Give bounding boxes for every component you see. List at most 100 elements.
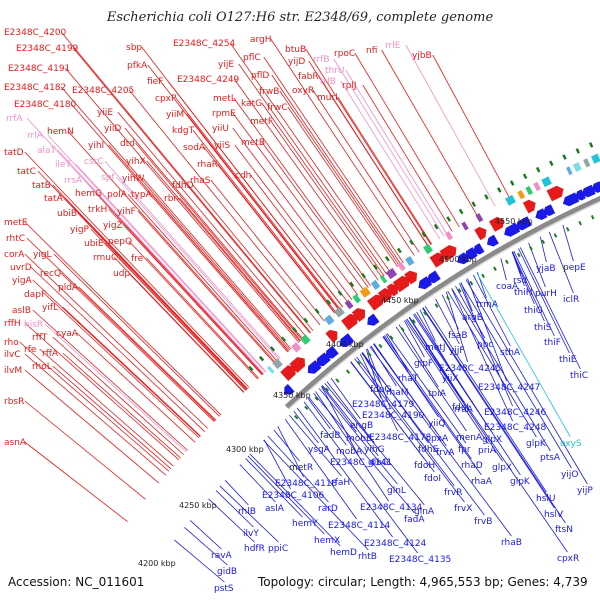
category-block: [572, 162, 582, 173]
gene-label: fpr: [458, 445, 471, 455]
inner-gc-tick: [553, 233, 558, 238]
gene-label: E2348C_4245: [439, 364, 501, 374]
leader-line: [366, 348, 391, 410]
leader-line: [208, 498, 255, 543]
gene-label: rfaH: [331, 478, 350, 488]
leader-line: [84, 179, 264, 375]
gene-label: yjjF: [449, 346, 465, 356]
kbp-tick-label: 4400 kbp: [326, 340, 364, 349]
forward-gene-arrow: [386, 283, 399, 297]
gene-label: E2348C_4179: [352, 400, 415, 410]
leader-line: [24, 369, 160, 484]
summary-text: Topology: circular; Length: 4,965,553 bp…: [258, 575, 588, 589]
leader-line: [270, 38, 415, 256]
gene-label: ppc: [477, 340, 493, 350]
leader-line: [147, 64, 340, 311]
gene-label: thiH: [514, 288, 533, 298]
gc-tick: [575, 148, 580, 154]
leader-line: [70, 103, 289, 353]
gene-label: uvrD: [10, 263, 32, 273]
leader-line: [322, 385, 379, 457]
leader-line: [279, 90, 400, 266]
gene-label: cdh: [235, 171, 251, 181]
gene-label: pflC: [243, 53, 261, 63]
leader-line: [313, 392, 415, 514]
gene-label: hemD: [330, 548, 357, 558]
gene-label: priA: [478, 446, 497, 456]
gene-label: argH: [250, 35, 272, 45]
gene-label: yigZ: [103, 221, 123, 231]
leader-line: [215, 490, 254, 528]
leader-line: [137, 210, 276, 364]
inner-gc-tick: [457, 288, 462, 293]
leader-line: [293, 410, 319, 444]
leader-line: [354, 52, 460, 228]
gene-label: fabR: [298, 72, 319, 82]
leader-line: [263, 439, 291, 490]
category-block: [397, 261, 406, 272]
leader-line: [370, 345, 397, 387]
leader-line: [382, 336, 482, 476]
inner-gc-tick: [304, 405, 309, 411]
leader-line: [39, 348, 174, 467]
leader-line: [151, 193, 290, 352]
gene-label: E2348C_4191: [8, 64, 70, 74]
gene-label: frwC: [267, 103, 288, 113]
gene-label: hemY: [292, 519, 318, 529]
gene-label: frvX: [454, 504, 472, 514]
category-block: [333, 306, 345, 318]
accession-text: Accession: NC_011601: [8, 575, 145, 589]
inner-gc-tick: [541, 239, 546, 245]
gene-label: E2348C_4199: [16, 44, 79, 54]
inner-gc-tick: [324, 387, 330, 392]
inner-gc-tick: [356, 360, 361, 366]
map-title: Escherichia coli O127:H6 str. E2348/69, …: [106, 10, 494, 25]
category-block: [505, 194, 516, 206]
gene-label: yihG: [364, 445, 385, 455]
inner-gc-tick: [529, 246, 533, 251]
gene-label: frwB: [259, 87, 279, 97]
gene-label: pfkA: [127, 61, 148, 71]
gene-label: ubiE: [84, 239, 104, 249]
category-block: [379, 274, 388, 284]
inner-gc-tick: [389, 335, 394, 340]
gene-label: ileT: [55, 160, 72, 170]
gene-label: yijO: [561, 470, 578, 480]
gene-label: fdoI: [452, 403, 469, 413]
gene-label: purH: [535, 289, 557, 299]
reverse-gene-arrow: [284, 384, 295, 395]
category-block: [583, 158, 591, 168]
gc-tick: [562, 154, 567, 160]
gc-tick: [361, 272, 366, 279]
gene-label: tatD: [4, 148, 24, 158]
leader-line: [289, 415, 342, 477]
leader-line: [167, 80, 343, 308]
leader-line: [53, 253, 220, 417]
gene-label: corA: [4, 250, 25, 260]
leader-line: [512, 251, 545, 322]
gc-tick: [326, 299, 332, 305]
leader-line: [287, 106, 398, 268]
category-block: [461, 221, 469, 231]
leader-line: [326, 381, 375, 444]
leader-line: [44, 323, 187, 453]
gene-label: pepQ: [108, 237, 132, 247]
category-block: [517, 190, 526, 200]
gene-label: rhtC: [6, 234, 25, 244]
gene-label: tatB: [32, 181, 51, 191]
category-block: [344, 299, 354, 310]
leader-line: [24, 221, 222, 416]
kbp-tick-label: 4450 kbp: [381, 296, 419, 305]
gene-label: rffT: [32, 333, 48, 343]
reverse-gene-arrow: [367, 313, 380, 326]
gene-label: mobA: [336, 447, 363, 457]
gene-label: E2348C_4205: [72, 86, 134, 96]
forward-gene-arrow: [280, 365, 296, 381]
gene-label: yigA: [12, 276, 33, 286]
gene-label: recQ: [40, 269, 61, 279]
leader-line: [362, 84, 453, 232]
gene-label: dtd: [120, 139, 135, 149]
gene-labels: E2348C_4200 E2348C_4199 E2348C_4191 E2348C_…: [4, 28, 593, 594]
leader-line: [234, 144, 353, 300]
forward-gene-arrow: [439, 245, 457, 262]
